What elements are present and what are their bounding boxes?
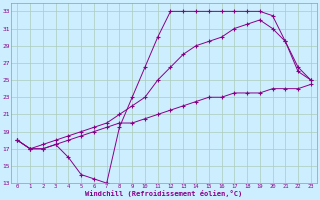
X-axis label: Windchill (Refroidissement éolien,°C): Windchill (Refroidissement éolien,°C) (85, 190, 243, 197)
